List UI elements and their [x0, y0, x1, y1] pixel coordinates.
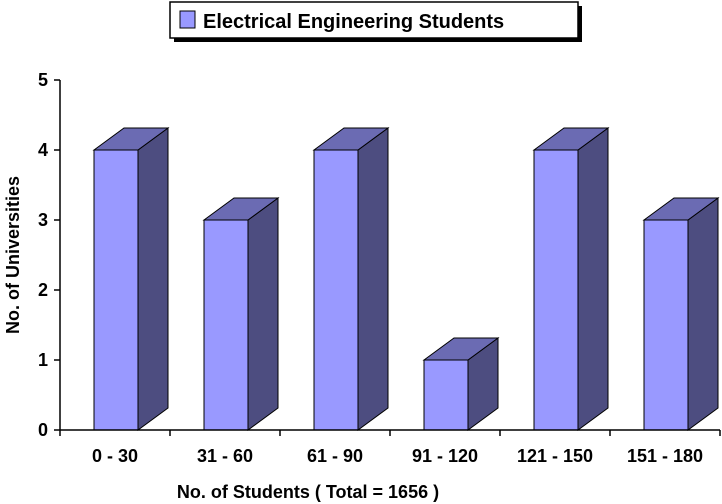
bar-front [533, 149, 579, 431]
y-tick-label: 5 [38, 70, 48, 90]
x-tick-label: 121 - 150 [517, 446, 593, 466]
y-axis: 0 1 2 3 4 5 [38, 70, 61, 440]
bar-front [203, 219, 249, 431]
x-axis: 0 - 30 31 - 60 61 - 90 91 - 120 121 - 150 151… [59, 429, 721, 466]
bar-front [643, 219, 689, 431]
x-tick-label: 31 - 60 [197, 446, 253, 466]
legend-box [169, 1, 579, 39]
bars [92, 127, 720, 431]
x-axis-title: No. of Students ( Total = 1656 ) [177, 482, 439, 502]
x-tick-label: 91 - 120 [412, 446, 478, 466]
legend-label: Electrical Engineering Students [203, 11, 504, 33]
y-tick-label: 0 [38, 420, 48, 440]
bar [642, 197, 720, 431]
x-tick-label: 151 - 180 [627, 446, 703, 466]
bar-front [313, 149, 359, 431]
bar-side [687, 197, 719, 431]
bar-side [357, 127, 389, 431]
bar-side [247, 197, 279, 431]
bar-front [423, 359, 469, 431]
bar [422, 337, 500, 431]
y-tick-label: 2 [38, 280, 48, 300]
bar [92, 127, 170, 431]
x-tick-label: 0 - 30 [92, 446, 138, 466]
y-tick-label: 3 [38, 210, 48, 230]
legend: Electrical Engineering Students [169, 1, 582, 42]
y-tick-label: 4 [38, 140, 48, 160]
bar [202, 197, 280, 431]
y-tick-label: 1 [38, 350, 48, 370]
bar-front [93, 149, 139, 431]
legend-swatch [179, 10, 196, 29]
bar-side [137, 127, 169, 431]
bar-side [577, 127, 609, 431]
bar [532, 127, 610, 431]
x-tick-label: 61 - 90 [307, 446, 363, 466]
y-axis-title: No. of Universities [3, 176, 23, 334]
bar [312, 127, 390, 431]
